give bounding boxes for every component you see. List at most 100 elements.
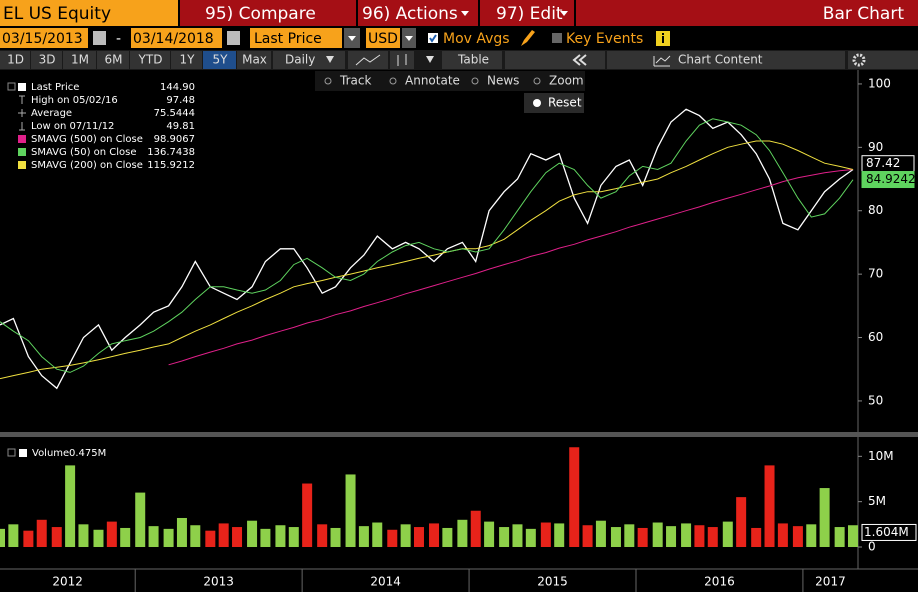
end-date[interactable]: 03/14/2018 xyxy=(133,31,214,47)
volume-bar xyxy=(610,527,621,547)
volume-bar xyxy=(637,527,648,547)
dropdown-arrow xyxy=(326,56,334,63)
compare-button[interactable] xyxy=(180,0,356,26)
compare-label[interactable]: 95) Compare xyxy=(205,4,316,24)
volume-bar xyxy=(288,527,299,547)
page-title: Bar Chart xyxy=(823,4,905,24)
volume-bar xyxy=(232,527,243,547)
volume-bar xyxy=(499,527,510,547)
volume-bar xyxy=(819,488,830,547)
period-label[interactable]: 6M xyxy=(105,53,123,67)
volume-bar xyxy=(525,528,536,547)
volume-bar xyxy=(0,528,5,547)
volume-legend-toggle[interactable] xyxy=(7,448,16,457)
period-button[interactable] xyxy=(237,51,271,69)
panel-divider xyxy=(0,432,918,437)
period-button[interactable] xyxy=(130,51,170,69)
start-date-box[interactable] xyxy=(0,28,88,48)
actions-button[interactable] xyxy=(358,0,478,26)
tool-icon xyxy=(324,77,332,85)
volume-bar xyxy=(681,523,692,547)
key-events-checkbox[interactable] xyxy=(552,33,562,43)
start-date[interactable]: 03/15/2013 xyxy=(2,31,83,47)
table-button[interactable] xyxy=(442,51,502,69)
reset-button[interactable] xyxy=(524,93,584,113)
calendar-icon[interactable] xyxy=(93,31,106,45)
volume-bar xyxy=(512,524,523,547)
volume-bar xyxy=(484,521,495,547)
dropdown-arrow xyxy=(405,36,413,41)
volume-bar xyxy=(736,497,747,547)
chart-content-button[interactable] xyxy=(607,51,845,69)
field[interactable]: Last Price xyxy=(254,31,322,47)
period-button[interactable] xyxy=(171,51,202,69)
period-button[interactable] xyxy=(203,51,236,69)
volume-bar xyxy=(400,524,411,547)
volume-bar xyxy=(176,517,187,547)
volume-bar xyxy=(23,530,34,547)
period-button[interactable] xyxy=(0,51,30,69)
legend-toggle[interactable] xyxy=(7,82,16,91)
x-tick-label: 2013 xyxy=(203,575,234,589)
reset-label[interactable]: Reset xyxy=(548,96,582,110)
volume-legend-swatch xyxy=(19,449,27,457)
volume-bar xyxy=(205,530,216,547)
key-events-label[interactable]: Key Events xyxy=(566,31,643,47)
period-label[interactable]: 1M xyxy=(71,53,89,67)
period-button[interactable] xyxy=(63,51,96,69)
tool-bar xyxy=(315,71,585,91)
frequency[interactable]: Daily xyxy=(285,53,315,67)
period-label[interactable]: YTD xyxy=(138,53,163,67)
legend-name: Low on 07/11/12 xyxy=(31,121,114,132)
volume-bar xyxy=(358,526,369,547)
last-value-box xyxy=(861,171,915,189)
volume-bar xyxy=(666,526,677,547)
actions-label[interactable]: 96) Actions xyxy=(362,4,458,24)
period-label[interactable]: Max xyxy=(242,53,267,67)
calendar-icon[interactable] xyxy=(227,31,240,45)
date-dash: - xyxy=(116,31,121,47)
volume-bar xyxy=(218,523,229,547)
currency-box[interactable] xyxy=(366,28,400,48)
volume-bar xyxy=(93,529,104,547)
period-label[interactable]: 3D xyxy=(39,53,56,67)
chart-content-label[interactable]: Chart Content xyxy=(678,53,763,67)
y-tick-label: 0 xyxy=(868,540,876,554)
period-label[interactable]: 1D xyxy=(7,53,24,67)
period-button[interactable] xyxy=(31,51,62,69)
volume-bar xyxy=(582,525,593,547)
mov-avgs-label[interactable]: Mov Avgs xyxy=(443,31,510,47)
volume-bar xyxy=(694,525,705,547)
collapse-button[interactable] xyxy=(505,51,605,69)
currency[interactable]: USD xyxy=(368,31,398,47)
volume-bar xyxy=(78,524,89,547)
tool-icon xyxy=(533,77,541,85)
legend-glyph xyxy=(18,109,26,117)
tool-label[interactable]: News xyxy=(487,74,519,88)
chart-type-icon[interactable] xyxy=(348,51,388,69)
end-date-box[interactable] xyxy=(131,28,222,48)
period-button[interactable] xyxy=(97,51,129,69)
pencil-icon[interactable] xyxy=(521,30,535,46)
volume-bar xyxy=(595,520,606,547)
legend-swatch xyxy=(18,83,26,91)
settings-button[interactable] xyxy=(848,51,918,69)
field-box[interactable] xyxy=(250,28,342,48)
frequency-button[interactable] xyxy=(273,51,345,69)
tool-label[interactable]: Annotate xyxy=(405,74,460,88)
edit-button[interactable] xyxy=(480,0,574,26)
y-tick-label: 5M xyxy=(868,494,886,508)
tool-label[interactable]: Zoom xyxy=(549,74,584,88)
ticker-box[interactable] xyxy=(0,0,178,26)
check-mark xyxy=(429,34,437,43)
period-label[interactable]: 1Y xyxy=(180,53,196,67)
volume-bar xyxy=(652,522,663,547)
volume-bar xyxy=(429,523,440,547)
bar-type-icon[interactable] xyxy=(390,51,414,69)
table-label[interactable]: Table xyxy=(457,53,489,67)
edit-label[interactable]: 97) Edit xyxy=(496,4,563,24)
volume-legend-name: Volume xyxy=(32,448,69,459)
ticker[interactable]: EL US Equity xyxy=(3,4,111,24)
period-label[interactable]: 5Y xyxy=(213,53,229,67)
tool-label[interactable]: Track xyxy=(339,74,371,88)
